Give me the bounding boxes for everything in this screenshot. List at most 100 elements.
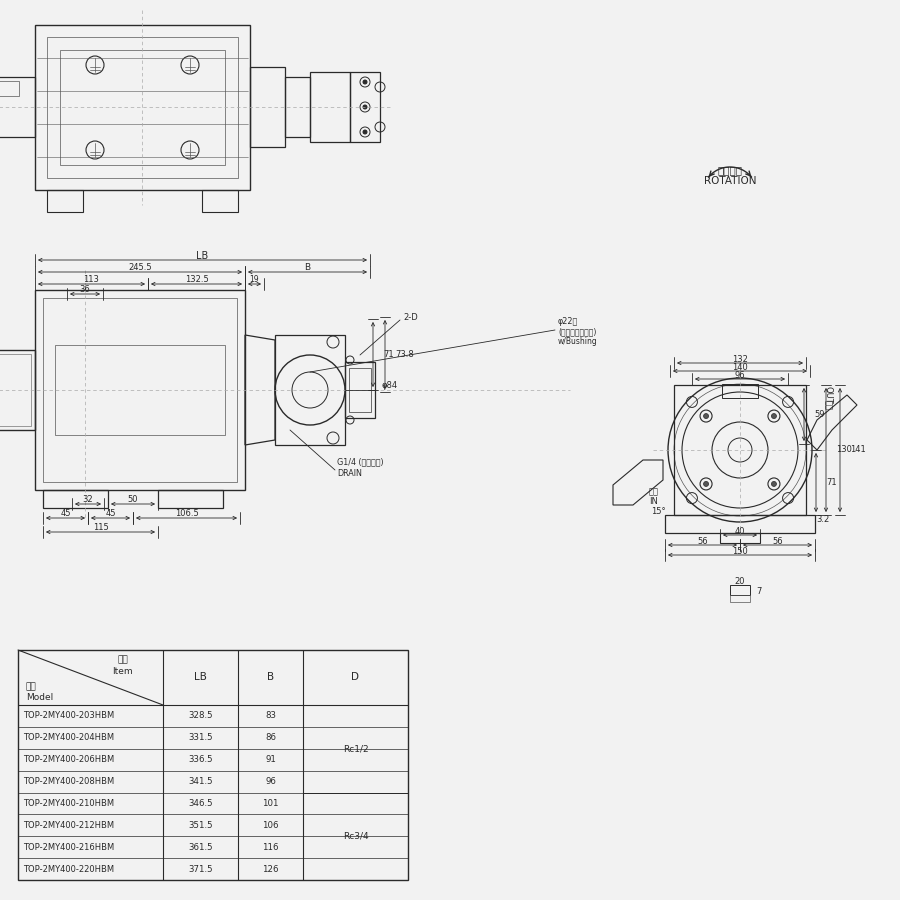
Text: 130: 130	[836, 446, 852, 454]
Text: TOP-2MY400-220HBM: TOP-2MY400-220HBM	[23, 865, 114, 874]
Text: (ゴムブッシュ付): (ゴムブッシュ付)	[558, 328, 597, 337]
Text: 7: 7	[756, 587, 761, 596]
Bar	[0, 350, 35, 430]
Text: DRAIN: DRAIN	[337, 470, 362, 479]
Text: ROTATION: ROTATION	[704, 176, 756, 186]
Bar	[158, 490, 223, 508]
Bar	[720, 533, 760, 543]
Text: 116: 116	[262, 842, 279, 851]
Text: TOP-2MY400-210HBM: TOP-2MY400-210HBM	[23, 799, 114, 808]
Text: 回転方向: 回転方向	[717, 165, 742, 175]
Text: 20: 20	[734, 577, 745, 586]
Text: D: D	[352, 672, 359, 682]
Text: 71: 71	[383, 350, 393, 359]
Text: 150: 150	[732, 546, 748, 555]
Text: φ22穴: φ22穴	[558, 318, 578, 327]
Bar	[345, 362, 375, 418]
Bar	[43, 490, 108, 508]
Text: B: B	[304, 264, 310, 273]
Bar	[0, 354, 31, 426]
Bar	[35, 25, 250, 190]
Text: Rc1/2: Rc1/2	[343, 744, 368, 753]
Bar	[43, 298, 237, 482]
Text: 59: 59	[814, 410, 824, 419]
Text: 19: 19	[249, 275, 259, 284]
Text: 132: 132	[732, 355, 748, 364]
Text: G1/4 (ドレン穴): G1/4 (ドレン穴)	[337, 457, 383, 466]
Circle shape	[363, 80, 367, 84]
Bar	[310, 72, 350, 142]
Text: IN: IN	[650, 498, 659, 507]
Bar	[730, 585, 750, 595]
Text: 2-D: 2-D	[403, 312, 418, 321]
Text: φ84: φ84	[382, 382, 398, 391]
Circle shape	[771, 482, 777, 486]
Bar	[722, 384, 758, 398]
Circle shape	[704, 482, 708, 486]
Text: 56: 56	[698, 536, 707, 545]
Bar	[18, 650, 408, 880]
Bar	[350, 72, 380, 142]
Text: 56: 56	[772, 536, 783, 545]
Text: B: B	[267, 672, 274, 682]
Text: 項目: 項目	[117, 655, 128, 664]
Text: 86: 86	[265, 734, 276, 742]
Text: 36: 36	[79, 285, 90, 294]
Text: LB: LB	[194, 672, 207, 682]
Bar	[55, 345, 225, 435]
Text: w/Bushing: w/Bushing	[558, 338, 598, 346]
Text: TOP-2MY400-208HBM: TOP-2MY400-208HBM	[23, 777, 114, 786]
Bar	[0, 77, 35, 137]
Text: 32: 32	[83, 496, 94, 505]
Text: 形式: 形式	[26, 682, 37, 691]
Text: 336.5: 336.5	[188, 755, 212, 764]
Text: 91: 91	[266, 755, 276, 764]
Text: 96: 96	[266, 777, 276, 786]
Text: Rc3/4: Rc3/4	[343, 832, 368, 841]
Bar	[665, 515, 815, 533]
Text: 351.5: 351.5	[188, 821, 212, 830]
Text: 346.5: 346.5	[188, 799, 212, 808]
Bar	[60, 50, 225, 165]
Text: 115: 115	[93, 524, 108, 533]
Bar	[47, 190, 83, 212]
Text: LB: LB	[196, 251, 209, 261]
Bar	[202, 190, 238, 212]
Bar	[285, 77, 310, 137]
Text: 73.8: 73.8	[395, 350, 414, 359]
Circle shape	[771, 414, 777, 418]
Bar	[250, 67, 285, 147]
Circle shape	[363, 130, 367, 134]
Text: 50: 50	[128, 496, 139, 505]
Text: OUT: OUT	[824, 386, 832, 404]
Text: 361.5: 361.5	[188, 842, 212, 851]
Circle shape	[363, 105, 367, 109]
Text: 40: 40	[734, 526, 745, 536]
Text: 45: 45	[105, 509, 116, 518]
Text: 141: 141	[850, 446, 866, 454]
Text: 101: 101	[262, 799, 279, 808]
Text: 126: 126	[262, 865, 279, 874]
Text: Item: Item	[112, 668, 132, 677]
Text: TOP-2MY400-203HBM: TOP-2MY400-203HBM	[23, 711, 114, 720]
Text: 吐出: 吐出	[824, 400, 832, 410]
Text: 106.5: 106.5	[175, 509, 198, 518]
Text: 331.5: 331.5	[188, 734, 212, 742]
Text: 45: 45	[60, 509, 71, 518]
Text: 341.5: 341.5	[188, 777, 212, 786]
Bar	[674, 385, 806, 515]
Text: 83: 83	[265, 711, 276, 720]
Text: TOP-2MY400-216HBM: TOP-2MY400-216HBM	[23, 842, 114, 851]
Text: 140: 140	[732, 363, 748, 372]
Bar	[47, 37, 238, 178]
Text: 113: 113	[84, 275, 99, 284]
Text: 328.5: 328.5	[188, 711, 212, 720]
Text: TOP-2MY400-206HBM: TOP-2MY400-206HBM	[23, 755, 114, 764]
Bar	[0, 81, 19, 96]
Text: TOP-2MY400-212HBM: TOP-2MY400-212HBM	[23, 821, 114, 830]
Text: Model: Model	[26, 694, 53, 703]
Text: 71: 71	[826, 478, 837, 487]
Bar	[275, 335, 345, 445]
Text: 3.2: 3.2	[816, 516, 829, 525]
Bar	[730, 595, 750, 602]
